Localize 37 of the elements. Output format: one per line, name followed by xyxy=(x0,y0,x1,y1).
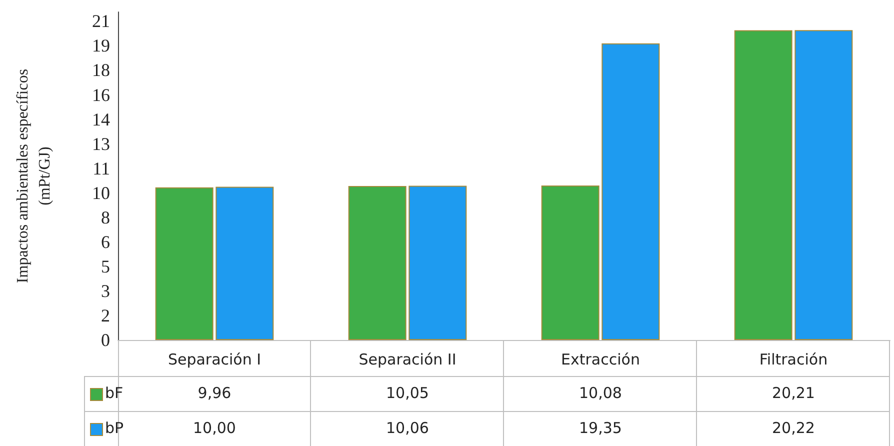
bar xyxy=(794,30,853,340)
data-label: 10,00 xyxy=(193,418,236,436)
y-tick-label: 10 xyxy=(92,182,110,203)
legend-label: bP xyxy=(105,418,124,436)
x-tick-label: Separación I xyxy=(168,350,262,368)
bar xyxy=(541,186,600,340)
data-label: 20,22 xyxy=(771,418,816,436)
data-label: 10,08 xyxy=(578,384,623,402)
bar xyxy=(216,186,274,340)
x-tick-label: Filtración xyxy=(759,350,828,368)
bar xyxy=(602,43,660,340)
data-label: 10,06 xyxy=(385,418,430,436)
bar xyxy=(734,30,792,340)
y-tick-label: 21 xyxy=(92,11,110,32)
y-tick-label: 0 xyxy=(101,330,110,350)
y-tick-label: 16 xyxy=(92,84,110,105)
y-tick-label: 13 xyxy=(92,134,110,154)
y-tick-label: 11 xyxy=(92,158,110,178)
data-label: 19,35 xyxy=(578,418,623,436)
x-tick-label: Separación II xyxy=(358,350,456,368)
x-tick-label: Extracción xyxy=(561,350,640,368)
y-tick-label: 3 xyxy=(101,280,110,301)
y-axis-title: Impactos ambientales específicos (mPt/GJ) xyxy=(14,68,54,284)
bar xyxy=(155,187,214,340)
y-tick-label: 19 xyxy=(92,36,110,56)
y-tick-label: 6 xyxy=(101,232,110,252)
y-tick-label: 8 xyxy=(101,207,110,228)
bar xyxy=(348,186,406,340)
legend-label: bF xyxy=(105,384,124,402)
bar xyxy=(408,186,467,340)
data-label: 9,96 xyxy=(198,384,232,402)
y-tick-label: 14 xyxy=(92,109,110,130)
y-tick-label: 18 xyxy=(92,60,110,80)
data-label: 20,21 xyxy=(771,384,816,402)
y-tick-label: 2 xyxy=(101,305,110,326)
data-label: 10,05 xyxy=(385,384,430,402)
y-tick-label: 5 xyxy=(101,256,110,276)
